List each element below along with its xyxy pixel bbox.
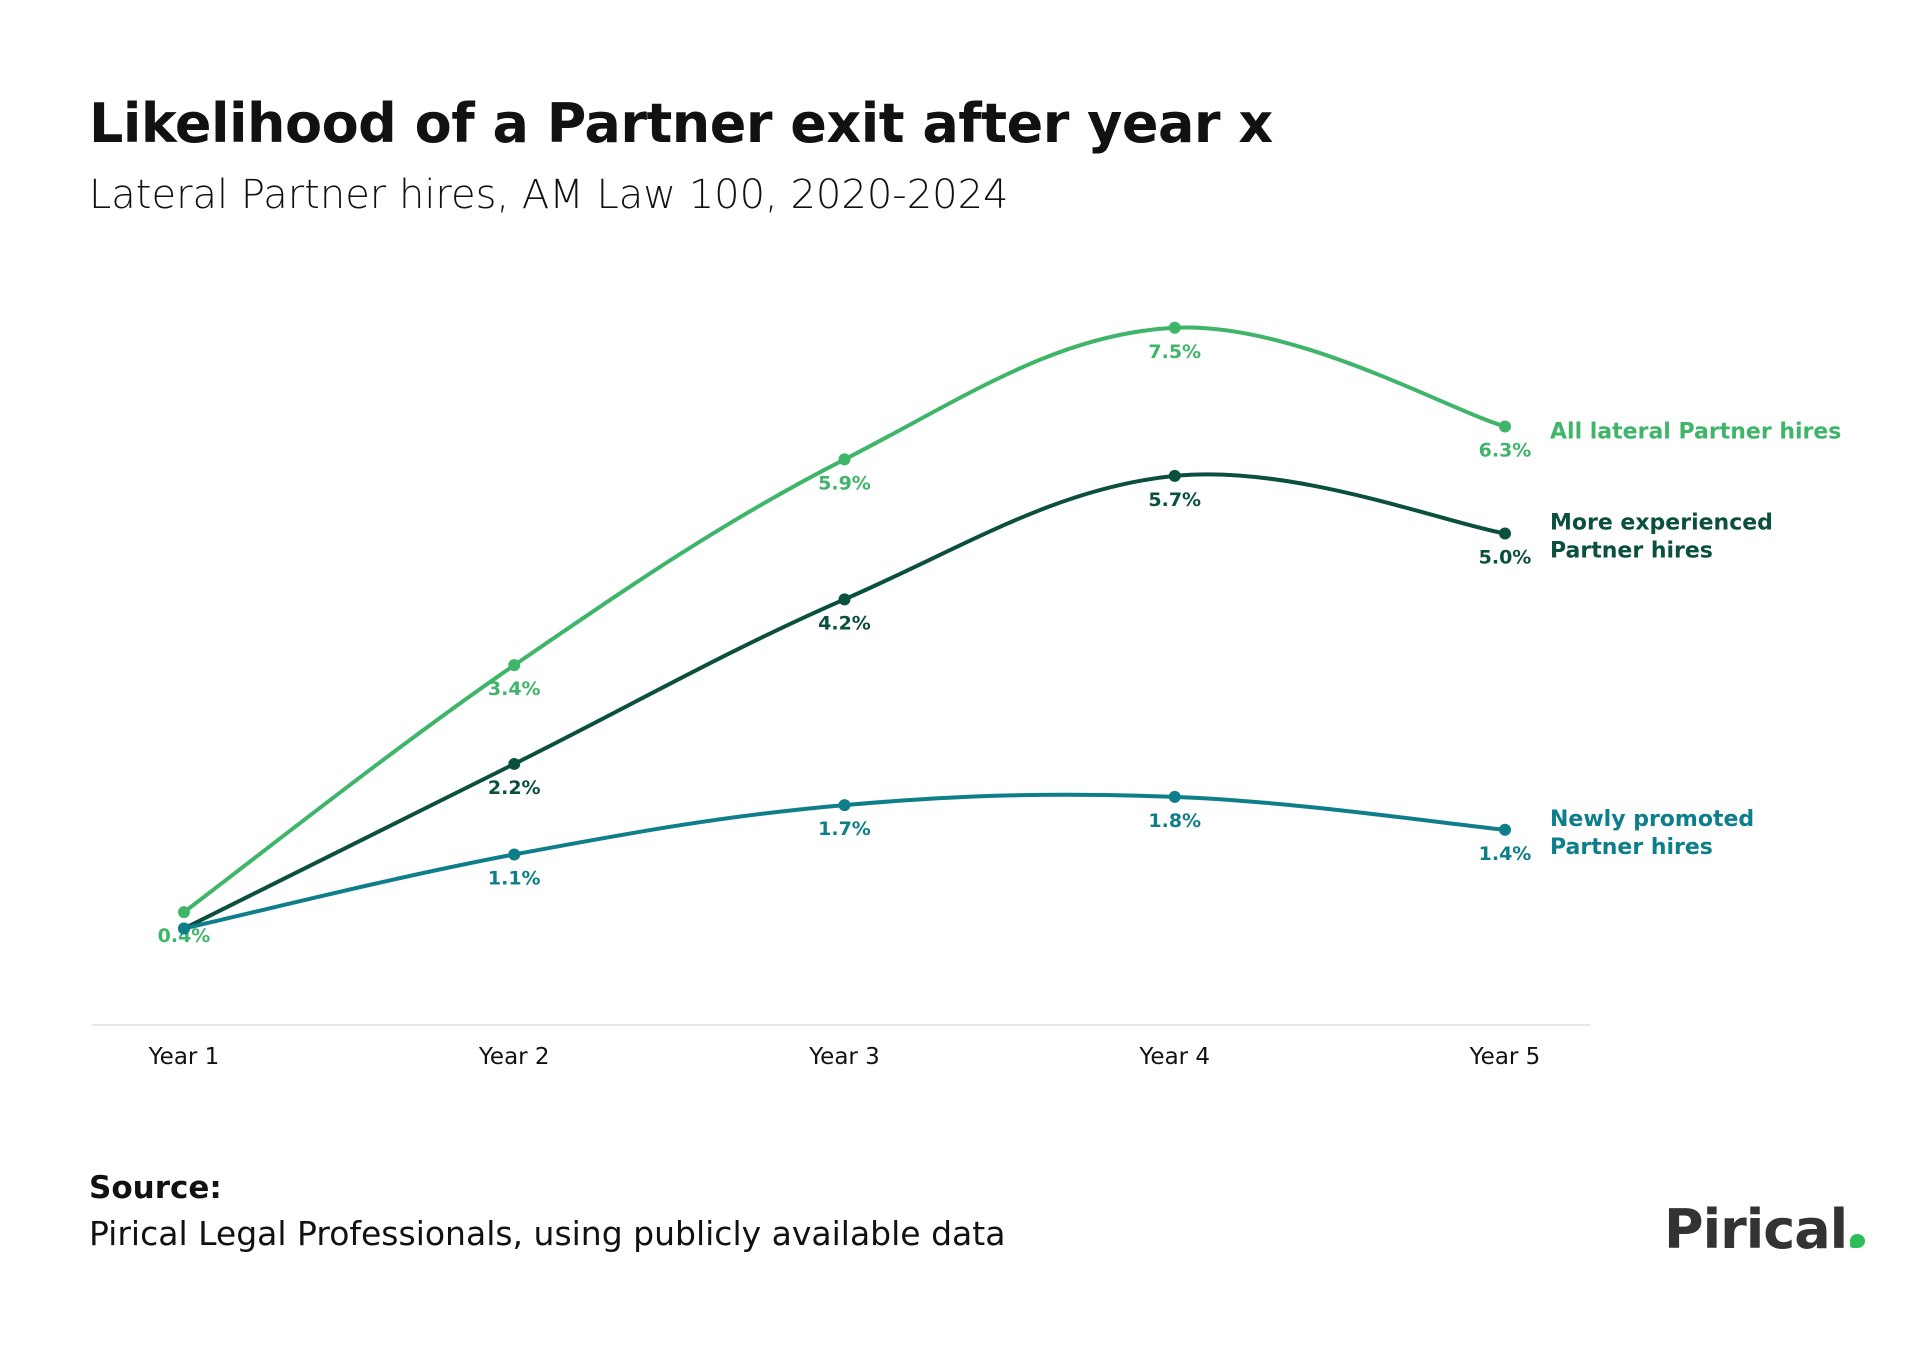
x-tick-label: Year 4	[1138, 1044, 1210, 1070]
x-tick-label: Year 1	[148, 1044, 220, 1070]
pirical-logo: Pirical	[1664, 1198, 1866, 1261]
series-name-label: Partner hires	[1550, 835, 1713, 860]
logo-text: Pirical	[1664, 1198, 1848, 1261]
logo-dot	[1850, 1234, 1866, 1248]
x-tick-label: Year 5	[1469, 1044, 1541, 1070]
x-tick-label: Year 2	[478, 1044, 550, 1070]
data-point	[1168, 469, 1181, 482]
data-point	[1168, 321, 1181, 334]
data-label: 1.1%	[488, 867, 541, 889]
data-point	[1499, 823, 1511, 836]
data-label: 3.4%	[488, 678, 541, 700]
data-point	[838, 453, 851, 466]
data-point	[508, 848, 521, 861]
series-line	[182, 472, 1507, 931]
data-point	[1499, 527, 1511, 540]
data-label: 6.3%	[1479, 440, 1532, 462]
data-label: 1.7%	[818, 818, 871, 840]
chart-subtitle: Lateral Partner hires, AM Law 100, 2020-…	[89, 172, 1009, 218]
data-point	[1499, 420, 1511, 433]
data-label: 1.8%	[1148, 810, 1201, 832]
data-label: 7.5%	[1148, 341, 1201, 363]
data-label: 0.4%	[158, 925, 211, 947]
series-name-label: Newly promoted	[1550, 807, 1754, 832]
data-label: 2.2%	[488, 777, 541, 799]
data-label: 1.4%	[1479, 843, 1532, 865]
data-label: 5.9%	[818, 472, 871, 494]
series-name-label: Partner hires	[1550, 539, 1713, 564]
data-point	[838, 593, 851, 606]
series-line	[182, 792, 1507, 931]
data-label: 5.7%	[1148, 489, 1201, 511]
data-point	[1168, 790, 1181, 803]
data-point	[178, 922, 190, 935]
chart-title: Likelihood of a Partner exit after year …	[89, 92, 1273, 155]
series-name-label: More experienced	[1550, 511, 1773, 536]
data-point	[508, 757, 521, 770]
data-point	[508, 659, 521, 672]
data-label: 5.0%	[1479, 547, 1532, 569]
series-name-label: All lateral Partner hires	[1550, 420, 1841, 445]
data-point	[178, 906, 190, 919]
source-label: Source:	[89, 1170, 222, 1206]
data-label: 4.2%	[818, 612, 871, 634]
x-tick-label: Year 3	[808, 1044, 880, 1070]
source-text: Pirical Legal Professionals, using publi…	[89, 1214, 1006, 1253]
data-point	[838, 799, 851, 812]
